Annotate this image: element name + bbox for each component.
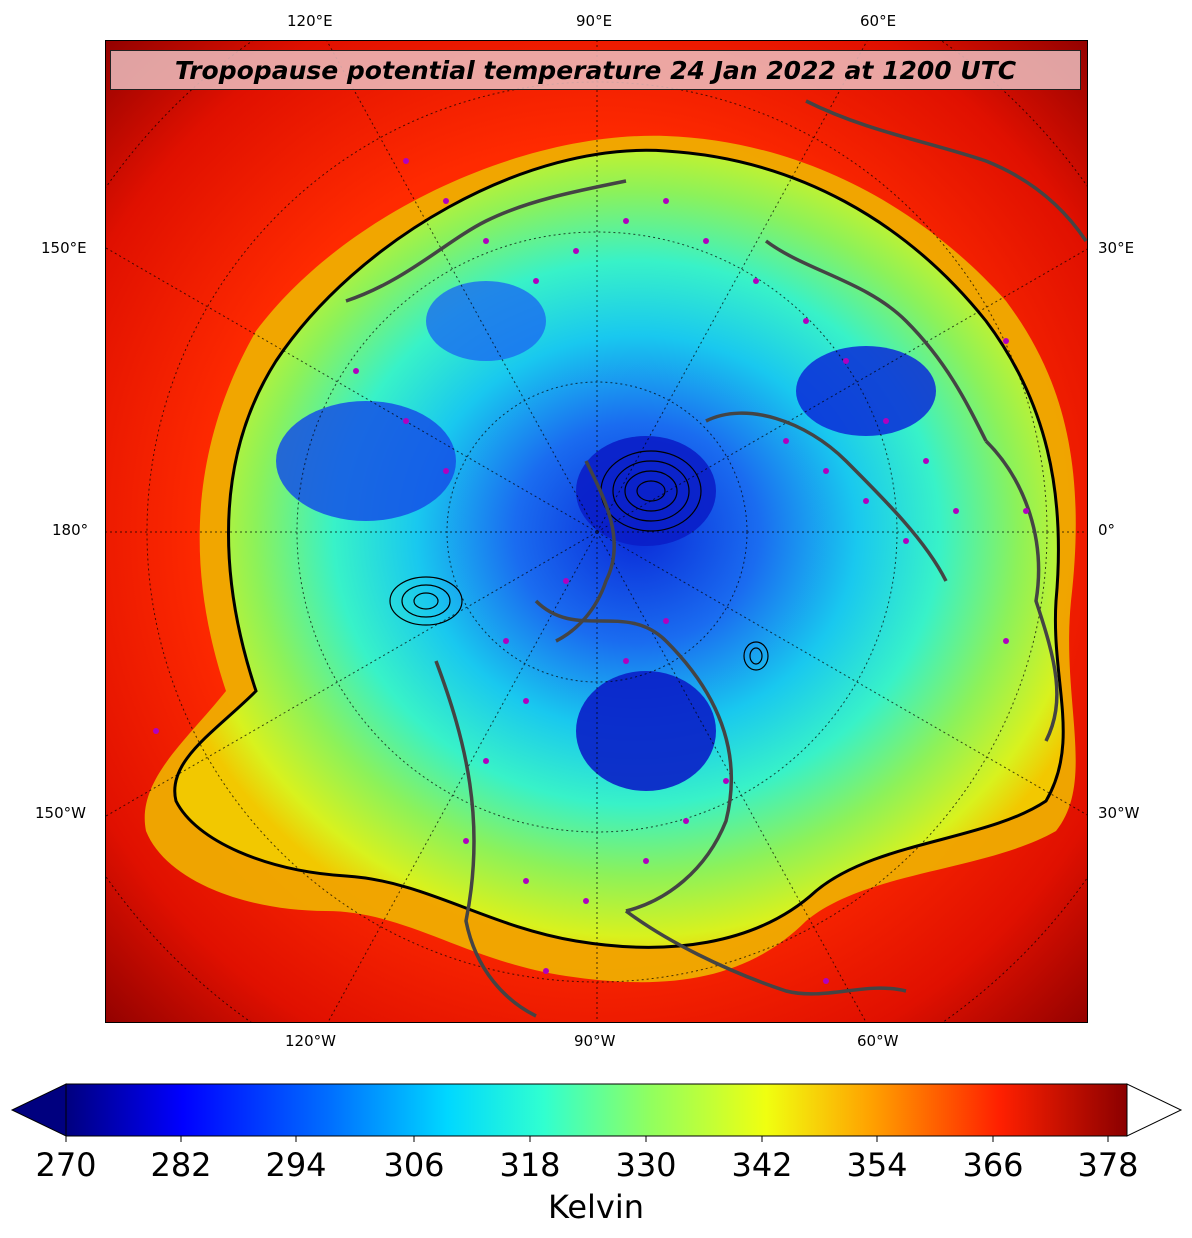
map-title-box: Tropopause potential temperature 24 Jan … xyxy=(110,50,1081,90)
colorbar-tick-label: 318 xyxy=(499,1146,561,1184)
colorbar-tick-label: 354 xyxy=(846,1146,908,1184)
low-theta-lobe-5 xyxy=(426,281,546,361)
colorbar-ticks xyxy=(65,1136,1109,1142)
left-lon-label-3: 150°W xyxy=(35,804,86,822)
dynamic-tropopause-outline xyxy=(173,148,1065,949)
colorbar-tick-label: 282 xyxy=(150,1146,212,1184)
right-lon-label-3: 30°W xyxy=(1098,804,1140,822)
observation-markers xyxy=(153,158,1029,984)
colorbar-min-extension xyxy=(10,1083,67,1137)
cyclone-contours-3 xyxy=(743,641,769,671)
colorbar xyxy=(0,1078,1192,1148)
left-lon-label-2: 180° xyxy=(52,521,89,539)
potential-temperature-field xyxy=(106,41,1087,1022)
top-lon-label-1: 120°E xyxy=(287,12,333,30)
colorbar-tick-label: 378 xyxy=(1077,1146,1139,1184)
cyclone-contours-2 xyxy=(389,576,463,626)
colorbar-max-extension xyxy=(1126,1083,1183,1137)
bottom-lon-label-2: 90°W xyxy=(574,1032,616,1050)
low-theta-lobe-3 xyxy=(796,346,936,436)
map-panel xyxy=(105,40,1088,1023)
colorbar-tick-label: 366 xyxy=(962,1146,1024,1184)
right-lon-label-1: 30°E xyxy=(1098,239,1135,257)
left-lon-label-1: 150°E xyxy=(41,239,87,257)
top-lon-label-3: 60°E xyxy=(860,12,897,30)
graticule xyxy=(106,41,1087,1022)
coastlines xyxy=(345,99,1087,1018)
right-lon-label-2: 0° xyxy=(1098,521,1116,539)
bottom-lon-label-3: 60°W xyxy=(857,1032,899,1050)
colorbar-tick-label: 306 xyxy=(383,1146,445,1184)
colorbar-unit-label: Kelvin xyxy=(547,1188,645,1226)
colorbar-tick-label: 270 xyxy=(35,1146,97,1184)
map-title: Tropopause potential temperature 24 Jan … xyxy=(174,55,1017,85)
colorbar-tick-label: 342 xyxy=(731,1146,793,1184)
colorbar-tick-label: 330 xyxy=(615,1146,677,1184)
colorbar-tick-label: 294 xyxy=(265,1146,327,1184)
colorbar-graphic xyxy=(10,1083,1183,1142)
top-lon-label-2: 90°E xyxy=(576,12,613,30)
low-theta-lobe-4 xyxy=(576,671,716,791)
low-theta-lobe-1 xyxy=(276,401,456,521)
bottom-lon-label-1: 120°W xyxy=(285,1032,336,1050)
colorbar-gradient xyxy=(65,1083,1128,1137)
